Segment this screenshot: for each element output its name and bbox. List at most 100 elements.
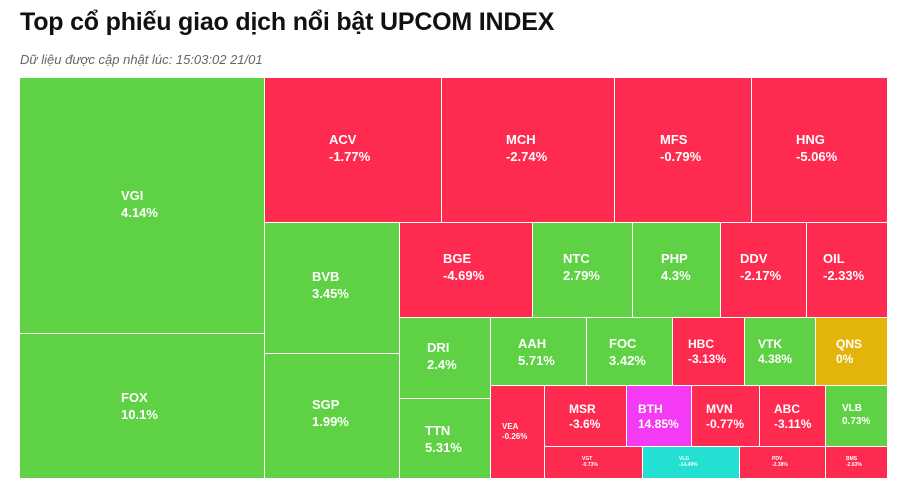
- tile-ticker: VLB: [842, 403, 862, 414]
- treemap-tile-qns[interactable]: QNS 0%: [816, 318, 888, 386]
- tile-label: BGE -4.69%: [443, 251, 484, 284]
- treemap-tile-oil[interactable]: OIL -2.33%: [807, 223, 888, 318]
- update-timestamp: Dữ liệu được cập nhật lúc: 15:03:02 21/0…: [20, 52, 263, 67]
- tile-label: BVB 3.45%: [312, 269, 349, 302]
- tile-change: 4.38%: [758, 352, 793, 367]
- tile-label: AAH 5.71%: [518, 336, 555, 369]
- treemap-tile-hng[interactable]: HNG -5.06%: [752, 78, 888, 223]
- tile-change: 2.4%: [427, 356, 457, 372]
- tile-change: -3.6%: [569, 417, 601, 432]
- tile-change: 1.99%: [312, 413, 349, 429]
- treemap-tile-ttn[interactable]: TTN 5.31%: [400, 399, 491, 479]
- tile-ticker: VEA: [502, 422, 519, 431]
- tile-ticker: HBC: [688, 337, 714, 351]
- treemap-tile-bms[interactable]: BMS -2.63%: [826, 447, 888, 479]
- tile-change: 0.73%: [842, 415, 871, 427]
- tile-change: 14.85%: [638, 417, 679, 432]
- tile-label: VEA -0.26%: [502, 422, 527, 442]
- treemap-tile-msr[interactable]: MSR -3.6%: [545, 386, 627, 447]
- treemap-tile-mch[interactable]: MCH -2.74%: [442, 78, 615, 223]
- treemap-tile-acv[interactable]: ACV -1.77%: [265, 78, 442, 223]
- tile-label: DDV -2.17%: [740, 251, 781, 284]
- tile-ticker: HNG: [796, 132, 825, 147]
- tile-label: MSR -3.6%: [569, 402, 600, 433]
- tile-ticker: OIL: [823, 251, 845, 266]
- treemap-tile-aah[interactable]: AAH 5.71%: [491, 318, 587, 386]
- tile-label: BMS -2.63%: [846, 456, 862, 469]
- tile-change: -3.13%: [688, 352, 727, 367]
- tile-ticker: ACV: [329, 132, 357, 147]
- tile-change: 4.3%: [661, 267, 691, 283]
- tile-ticker: MVN: [706, 402, 733, 416]
- tile-label: MCH -2.74%: [506, 132, 547, 165]
- treemap-tile-bth[interactable]: BTH 14.85%: [627, 386, 692, 447]
- treemap-tile-vea[interactable]: VEA -0.26%: [491, 386, 545, 479]
- tile-label: SGP 1.99%: [312, 397, 349, 430]
- tile-ticker: VTK: [758, 337, 782, 351]
- treemap-tile-bge[interactable]: BGE -4.69%: [400, 223, 533, 318]
- treemap-tile-vlb[interactable]: VLB 0.73%: [826, 386, 888, 447]
- tile-ticker: PDV: [772, 456, 783, 462]
- treemap-tile-hbc[interactable]: HBC -3.13%: [673, 318, 745, 386]
- treemap-tile-vgi[interactable]: VGI 4.14%: [20, 78, 265, 334]
- tile-change: 3.42%: [609, 352, 646, 368]
- tile-change: -0.73%: [582, 462, 598, 469]
- tile-ticker: BMS: [846, 456, 858, 462]
- treemap-tile-fox[interactable]: FOX 10.1%: [20, 334, 265, 479]
- treemap-tile-pdv[interactable]: PDV -2.38%: [740, 447, 826, 479]
- tile-label: ACV -1.77%: [329, 132, 370, 165]
- treemap-tile-ntc[interactable]: NTC 2.79%: [533, 223, 633, 318]
- tile-change: 0%: [836, 352, 854, 367]
- tile-label: QNS 0%: [836, 337, 862, 368]
- page-title: Top cổ phiếu giao dịch nổi bật UPCOM IND…: [20, 8, 555, 36]
- treemap-tile-vlg[interactable]: VLG -14.49%: [643, 447, 740, 479]
- tile-change: -14.49%: [679, 462, 698, 469]
- tile-change: 4.14%: [121, 204, 158, 220]
- tile-change: -2.63%: [846, 462, 862, 469]
- tile-change: -5.06%: [796, 148, 838, 164]
- tile-ticker: VLG: [679, 456, 690, 462]
- tile-label: PHP 4.3%: [661, 251, 691, 284]
- tile-ticker: AAH: [518, 336, 547, 351]
- tile-label: OIL -2.33%: [823, 251, 864, 284]
- tile-label: ABC -3.11%: [774, 402, 811, 433]
- treemap-tile-mfs[interactable]: MFS -0.79%: [615, 78, 752, 223]
- tile-change: -0.79%: [660, 148, 702, 164]
- treemap-tile-mvn[interactable]: MVN -0.77%: [692, 386, 760, 447]
- tile-change: -0.77%: [706, 417, 745, 432]
- tile-ticker: ABC: [774, 402, 800, 416]
- tile-change: -0.26%: [502, 432, 528, 442]
- tile-ticker: BTH: [638, 402, 663, 416]
- tile-ticker: MFS: [660, 132, 688, 147]
- tile-label: MFS -0.79%: [660, 132, 701, 165]
- tile-ticker: SGP: [312, 397, 340, 412]
- tile-label: FOX 10.1%: [121, 390, 158, 423]
- tile-label: MVN -0.77%: [706, 402, 744, 433]
- tile-change: 5.71%: [518, 352, 555, 368]
- tile-label: FOC 3.42%: [609, 336, 646, 369]
- treemap-tile-ddv[interactable]: DDV -2.17%: [721, 223, 807, 318]
- tile-change: 10.1%: [121, 406, 158, 422]
- tile-ticker: DDV: [740, 251, 768, 266]
- tile-label: VGT -0.73%: [582, 456, 598, 469]
- tile-ticker: PHP: [661, 251, 688, 266]
- treemap-tile-foc[interactable]: FOC 3.42%: [587, 318, 673, 386]
- treemap-chart: VGI 4.14% FOX 10.1% ACV -1.77% MCH -2.74% MFS -0.…: [20, 78, 888, 479]
- tile-label: VLG -14.49%: [679, 456, 698, 469]
- treemap-tile-abc[interactable]: ABC -3.11%: [760, 386, 826, 447]
- treemap-tile-sgp[interactable]: SGP 1.99%: [265, 354, 400, 479]
- treemap-tile-php[interactable]: PHP 4.3%: [633, 223, 721, 318]
- tile-label: TTN 5.31%: [425, 423, 462, 456]
- tile-change: -4.69%: [443, 267, 485, 283]
- tile-change: 2.79%: [563, 267, 600, 283]
- treemap-tile-bvb[interactable]: BVB 3.45%: [265, 223, 400, 354]
- tile-ticker: NTC: [563, 251, 590, 266]
- tile-ticker: VGI: [121, 188, 144, 203]
- tile-label: VLB 0.73%: [842, 403, 870, 429]
- treemap-tile-dri[interactable]: DRI 2.4%: [400, 318, 491, 399]
- treemap-tile-vtk[interactable]: VTK 4.38%: [745, 318, 816, 386]
- treemap-tile-vgt[interactable]: VGT -0.73%: [545, 447, 643, 479]
- tile-label: NTC 2.79%: [563, 251, 600, 284]
- tile-ticker: FOC: [609, 336, 637, 351]
- tile-change: -3.11%: [774, 417, 812, 432]
